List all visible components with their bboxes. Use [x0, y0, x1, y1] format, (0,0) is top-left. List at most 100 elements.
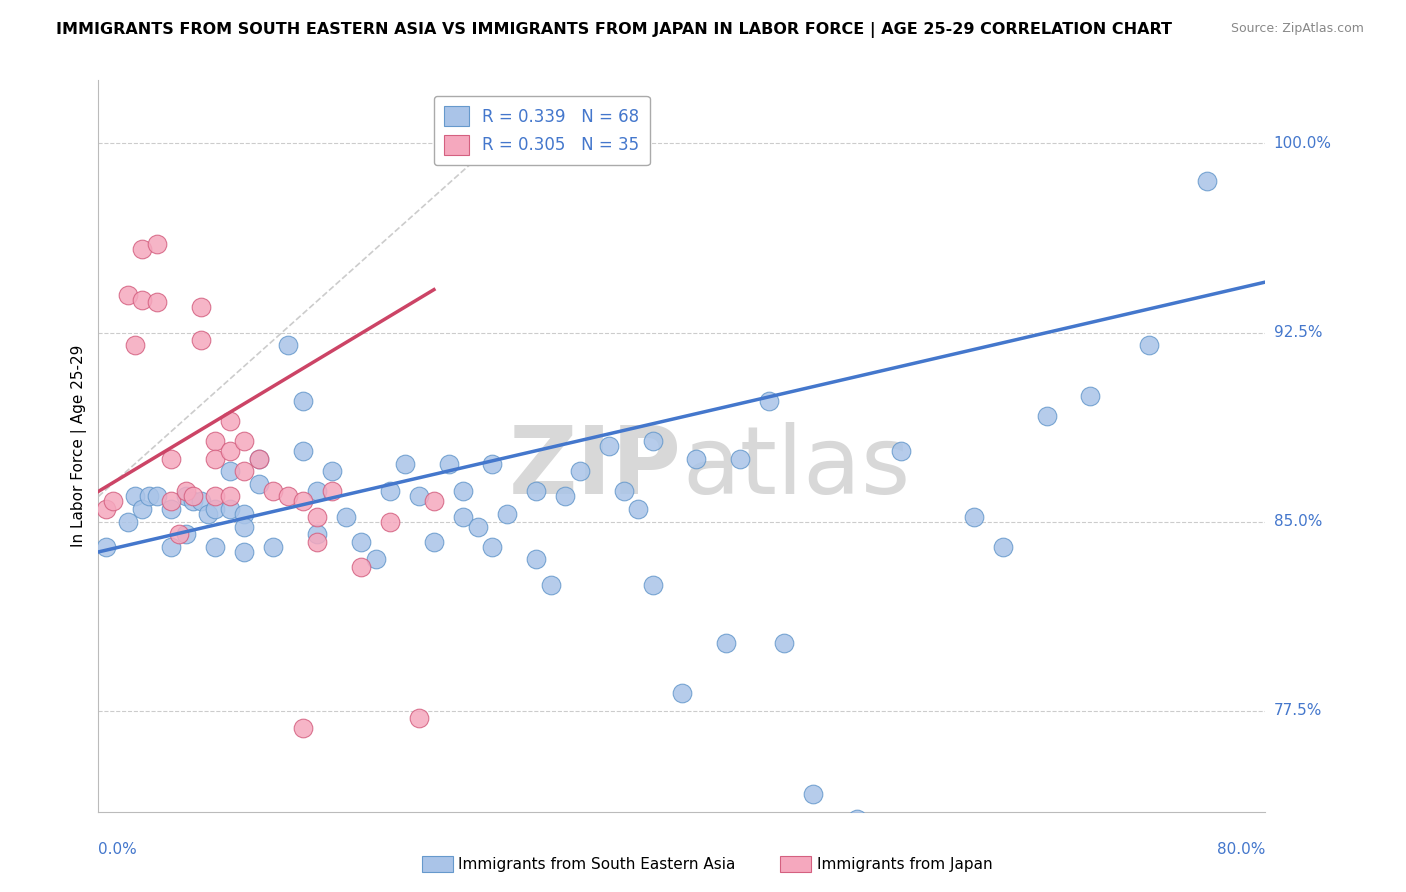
Point [190, 300, 212, 314]
Point [524, 484, 547, 499]
Point [554, 490, 576, 504]
Point [962, 509, 984, 524]
Text: Immigrants from Japan: Immigrants from Japan [817, 857, 993, 871]
Point [451, 484, 474, 499]
Point [291, 494, 314, 508]
Point [94, 502, 117, 516]
Text: 80.0%: 80.0% [1218, 842, 1265, 857]
Point [117, 287, 139, 301]
Point [598, 439, 620, 453]
Point [641, 434, 664, 448]
Point [671, 686, 693, 700]
Point [524, 552, 547, 566]
Point [218, 490, 240, 504]
Point [247, 476, 270, 491]
Point [612, 484, 634, 499]
Text: 100.0%: 100.0% [1274, 136, 1331, 151]
Point [233, 545, 256, 559]
Text: 77.5%: 77.5% [1274, 703, 1322, 718]
Point [846, 812, 869, 826]
Point [160, 451, 183, 466]
Point [277, 338, 299, 352]
Point [423, 494, 446, 508]
Point [262, 484, 284, 499]
Legend: R = 0.339   N = 68, R = 0.305   N = 35: R = 0.339 N = 68, R = 0.305 N = 35 [434, 96, 650, 165]
Point [124, 338, 146, 352]
Point [627, 502, 650, 516]
Point [321, 484, 343, 499]
Point [233, 519, 256, 533]
Point [641, 578, 664, 592]
Point [277, 490, 299, 504]
Text: 85.0%: 85.0% [1274, 514, 1322, 529]
Text: Source: ZipAtlas.com: Source: ZipAtlas.com [1230, 22, 1364, 36]
Point [233, 434, 256, 448]
Point [307, 509, 329, 524]
Point [131, 293, 153, 307]
Point [321, 464, 343, 478]
Point [146, 490, 169, 504]
Text: Immigrants from South Eastern Asia: Immigrants from South Eastern Asia [458, 857, 735, 871]
Point [540, 578, 562, 592]
Point [307, 484, 329, 499]
Point [146, 237, 169, 252]
Point [773, 636, 796, 650]
Text: atlas: atlas [682, 422, 910, 514]
Point [117, 515, 139, 529]
Point [181, 490, 204, 504]
Point [160, 540, 183, 554]
Point [380, 515, 402, 529]
Point [291, 722, 314, 736]
Point [481, 540, 503, 554]
Point [131, 242, 153, 256]
Point [197, 507, 219, 521]
Point [124, 490, 146, 504]
Point [262, 540, 284, 554]
Point [218, 502, 240, 516]
Point [160, 502, 183, 516]
Point [218, 414, 240, 428]
Point [496, 507, 519, 521]
Point [423, 534, 446, 549]
Point [190, 494, 212, 508]
Point [160, 494, 183, 508]
Point [204, 451, 226, 466]
Point [146, 295, 169, 310]
Point [714, 636, 737, 650]
Point [204, 540, 226, 554]
Point [94, 540, 117, 554]
Point [451, 509, 474, 524]
Point [233, 507, 256, 521]
Point [181, 494, 204, 508]
Point [685, 451, 707, 466]
Point [991, 540, 1014, 554]
Point [408, 711, 430, 725]
Point [801, 787, 824, 801]
Point [174, 484, 197, 499]
Point [380, 484, 402, 499]
Point [467, 519, 489, 533]
Point [758, 393, 780, 408]
Point [247, 451, 270, 466]
Point [204, 434, 226, 448]
Point [291, 393, 314, 408]
Point [437, 457, 460, 471]
Point [307, 527, 329, 541]
Text: IMMIGRANTS FROM SOUTH EASTERN ASIA VS IMMIGRANTS FROM JAPAN IN LABOR FORCE | AGE: IMMIGRANTS FROM SOUTH EASTERN ASIA VS IM… [56, 22, 1173, 38]
Text: 92.5%: 92.5% [1274, 325, 1322, 340]
Point [233, 464, 256, 478]
Point [730, 451, 752, 466]
Point [890, 444, 912, 458]
Point [174, 490, 197, 504]
Point [291, 444, 314, 458]
Point [1080, 388, 1102, 402]
Point [307, 534, 329, 549]
Point [350, 560, 373, 574]
Point [394, 457, 416, 471]
Text: 0.0%: 0.0% [98, 842, 138, 857]
Text: ZIP: ZIP [509, 422, 682, 514]
Point [101, 494, 124, 508]
Point [568, 464, 591, 478]
Point [190, 333, 212, 347]
Point [350, 534, 373, 549]
